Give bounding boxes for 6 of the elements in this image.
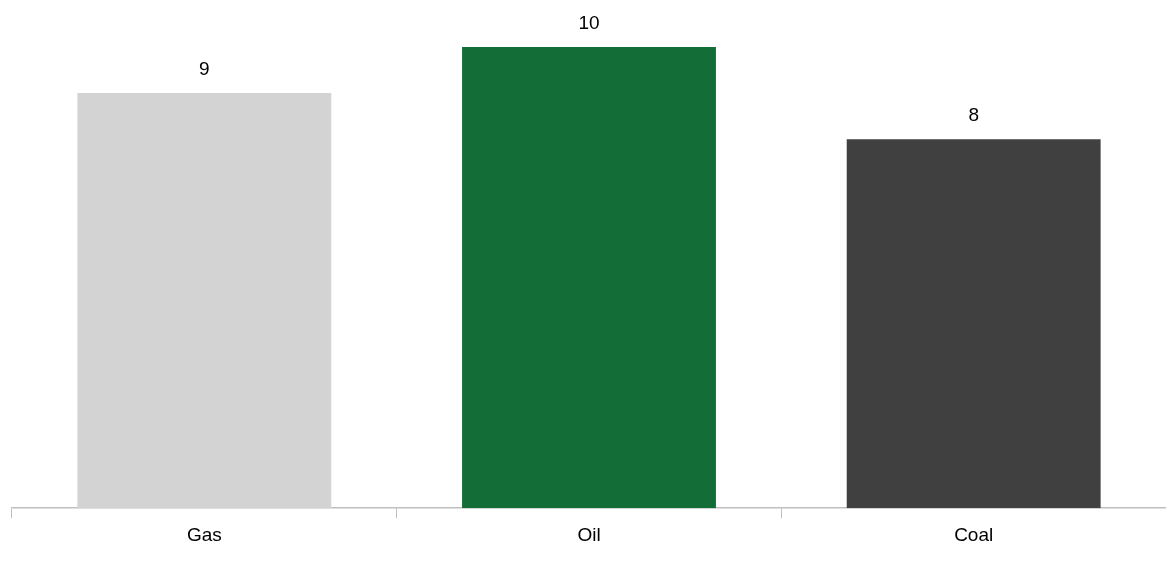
x-tick-label: Coal [954,523,994,545]
data-label: 8 [968,103,979,125]
data-label: 9 [199,57,210,79]
x-tick-label: Oil [577,523,601,545]
x-tick-label: Gas [186,523,222,545]
data-label: 10 [578,11,600,33]
